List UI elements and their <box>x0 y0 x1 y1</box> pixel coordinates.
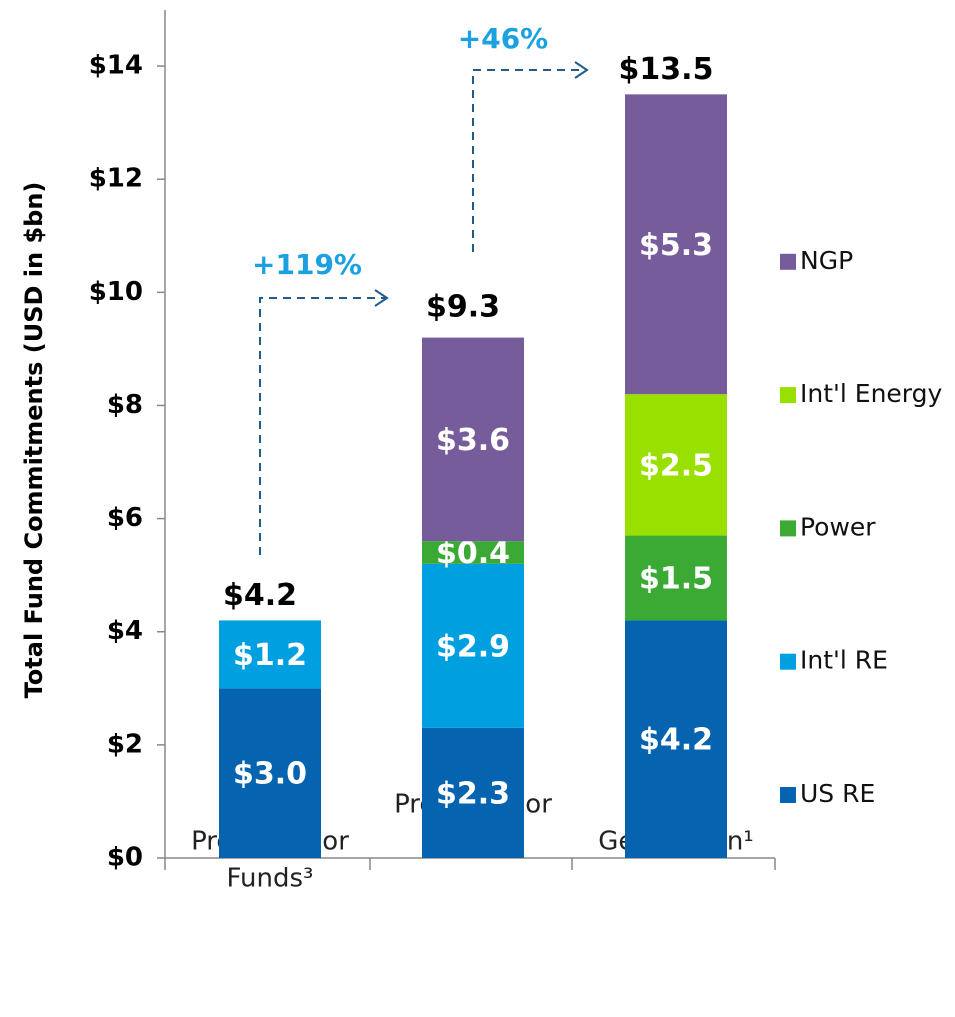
y-tick-label: $0 <box>107 843 143 873</box>
legend-swatch <box>780 387 796 404</box>
y-tick-label: $6 <box>107 503 143 533</box>
bar-segment <box>219 620 321 689</box>
value-label: $2.5 <box>639 448 713 483</box>
legend-swatch <box>780 787 796 803</box>
bar-segment <box>422 563 524 728</box>
bar-segment <box>219 688 321 858</box>
value-label: $3.6 <box>436 423 510 458</box>
legend-label: Power <box>800 512 876 541</box>
legend-swatch <box>780 520 796 537</box>
total-label: $9.3 <box>426 289 500 324</box>
x-tick-label: Funds³ <box>227 864 314 894</box>
total-label: $13.5 <box>619 52 714 87</box>
value-label: $2.9 <box>436 629 510 664</box>
growth-arrow <box>259 297 385 555</box>
arrow-head <box>574 61 589 79</box>
value-label: $5.3 <box>639 228 713 263</box>
legend-label: Int'l Energy <box>800 379 943 408</box>
legend-label: Int'l RE <box>800 646 888 675</box>
value-label: $2.3 <box>436 776 510 811</box>
bar-segment <box>625 94 727 395</box>
legend-swatch <box>780 653 796 670</box>
y-tick-label: $10 <box>89 277 143 307</box>
value-label: $1.2 <box>233 638 307 673</box>
y-axis-label: Total Fund Commitments (USD in $bn) <box>20 182 48 699</box>
annotation: +46% <box>458 22 548 55</box>
arrow-head <box>374 289 389 307</box>
legend-swatch <box>780 253 796 270</box>
annotation: +119% <box>252 248 362 281</box>
legend-label: NGP <box>800 246 853 275</box>
bar-segment <box>422 541 524 564</box>
value-label: $4.2 <box>639 723 713 758</box>
y-tick-label: $12 <box>89 164 143 194</box>
bar-segment <box>625 394 727 536</box>
y-tick-label: $8 <box>107 390 143 420</box>
y-tick-label: $2 <box>107 729 143 759</box>
bar-segment <box>422 337 524 542</box>
bar-segment <box>625 535 727 621</box>
value-label: $1.5 <box>639 561 713 596</box>
y-tick-label: $4 <box>107 616 143 646</box>
value-label: $0.4 <box>436 536 510 571</box>
legend-label: US RE <box>800 779 875 808</box>
value-label: $3.0 <box>233 757 307 792</box>
y-tick-label: $14 <box>89 51 143 81</box>
total-label: $4.2 <box>223 578 297 613</box>
bar-segment <box>625 620 727 858</box>
growth-arrow <box>472 69 585 252</box>
bar-segment <box>422 727 524 858</box>
